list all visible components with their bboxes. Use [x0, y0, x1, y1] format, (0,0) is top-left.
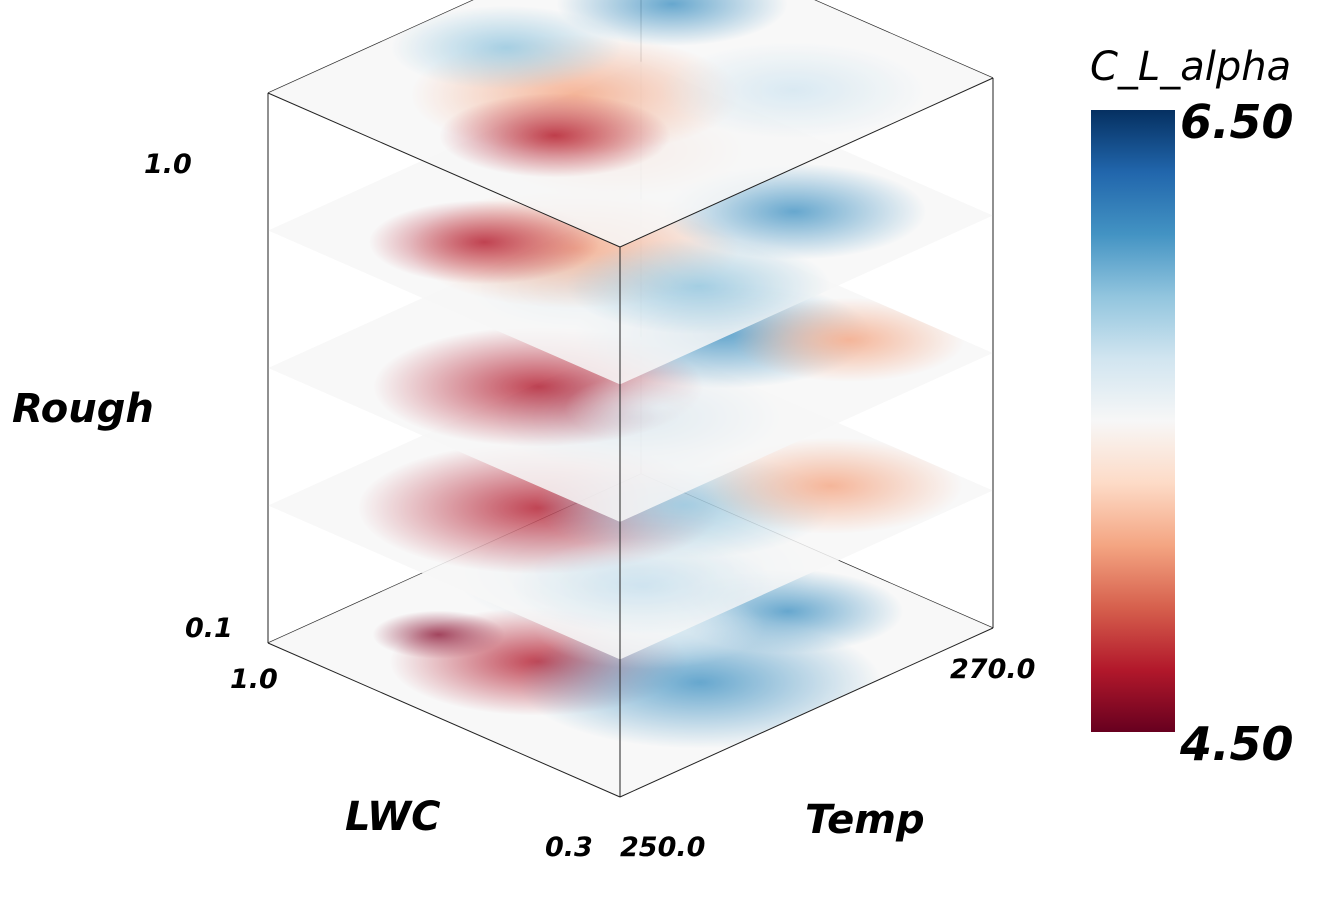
colorbar-title: C_L_alpha	[1090, 44, 1291, 90]
z-tick-max: 1.0	[144, 149, 192, 180]
slice-color-region	[372, 610, 505, 659]
y-tick-min: 250.0	[620, 832, 705, 863]
slice-color-region	[368, 200, 600, 285]
cube-edge	[267, 642, 621, 798]
x-tick-min: 0.3	[545, 832, 593, 863]
slice-color-region	[566, 238, 831, 335]
x-axis-title: LWC	[345, 794, 441, 840]
cube-edge	[619, 77, 994, 248]
slice-color-region	[510, 538, 775, 635]
colorbar-max-label: 6.50	[1180, 95, 1294, 149]
x-tick-max: 1.0	[230, 664, 278, 695]
slice-color-region	[564, 372, 763, 445]
y-tick-max: 270.0	[950, 654, 1035, 685]
colorbar-min-label: 4.50	[1179, 717, 1294, 771]
cube-edge	[619, 627, 994, 798]
slice-color-region	[698, 437, 963, 534]
y-axis-title: Temp	[805, 797, 925, 843]
slice-color-region	[556, 0, 788, 46]
slice-color-region	[661, 42, 926, 139]
slice-color-region	[439, 93, 671, 178]
z-tick-min: 0.1	[185, 613, 233, 644]
bounding-box-front	[267, 77, 994, 798]
cube-edge	[267, 92, 621, 248]
slice-group	[268, 0, 993, 797]
z-axis-title: Rough	[12, 386, 154, 432]
slice-color-region	[733, 297, 965, 382]
slice-rough-1	[268, 0, 993, 247]
colorbar-gradient	[1091, 110, 1175, 732]
slice-color-region	[390, 5, 622, 90]
